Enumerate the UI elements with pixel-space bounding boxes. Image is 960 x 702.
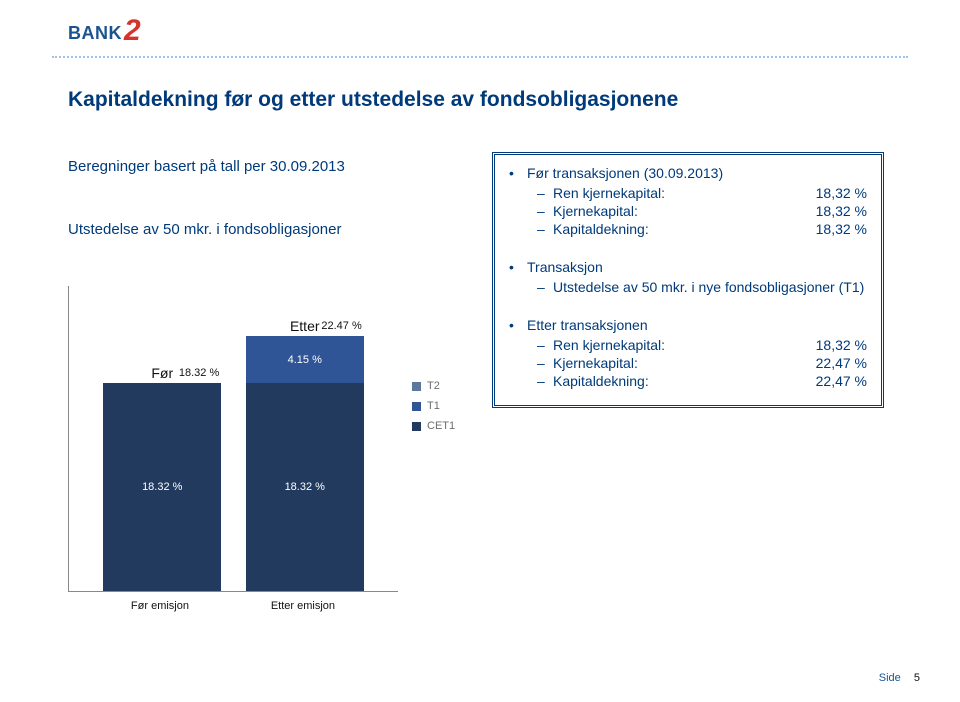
chart-bar-header: Før [151,365,173,381]
chart-axis-label: Før emisjon [131,600,189,612]
logo: BANK 2 [68,16,141,50]
chart-bar: Etter22.47 %4.15 %18.32 % [246,336,364,591]
legend-label: T1 [427,400,440,412]
info-section: Etter transaksjonenRen kjernekapital:18,… [509,317,867,389]
legend-swatch [412,382,421,391]
info-row-value: 18,32 % [816,337,867,353]
info-row-value: 22,47 % [816,355,867,371]
calc-basis-text: Beregninger basert på tall per 30.09.201… [68,158,450,175]
issuance-text: Utstedelse av 50 mkr. i fondsobligasjone… [68,221,450,238]
chart-bar: Før18.32 %18.32 % [103,383,221,591]
chart-bar-stack: 22.47 %4.15 %18.32 % [246,336,364,591]
legend-swatch [412,422,421,431]
chart-bar-header: Etter [290,318,320,334]
footer-page: 5 [914,672,920,684]
chart-axis-label: Etter emisjon [271,600,335,612]
right-column: Før transaksjonen (30.09.2013)Ren kjerne… [492,152,884,408]
logo-text-2: 2 [124,14,141,48]
info-row: Ren kjernekapital: 18,32 % [527,185,867,201]
info-row: Kjernekapital: 22,47 % [527,355,867,371]
info-row: Kapitaldekning: 18,32 % [527,221,867,237]
chart-plot-area: Før18.32 %18.32 %Etter22.47 %4.15 %18.32… [68,286,398,592]
info-row-label: Kjernekapital: [553,355,638,371]
info-row: Kjernekapital: 18,32 % [527,203,867,219]
info-row-value: 22,47 % [816,373,867,389]
chart: Før18.32 %18.32 %Etter22.47 %4.15 %18.32… [68,286,455,592]
info-row-value: 18,32 % [816,203,867,219]
divider [52,56,908,58]
info-row-label: Kjernekapital: [553,203,638,219]
info-row-value: 18,32 % [816,185,867,201]
chart-axis-labels: Før emisjon Etter emisjon [68,600,398,612]
info-row-value: 18,32 % [816,221,867,237]
legend-row: T2 [412,380,455,392]
info-row: Utstedelse av 50 mkr. i nye fondsobligas… [527,279,867,295]
chart-bar-segment: 18.32 % [103,383,221,591]
chart-bar-segment: 4.15 % [246,336,364,383]
legend-label: CET1 [427,420,455,432]
chart-bar-stack: 18.32 %18.32 % [103,383,221,591]
footer: Side 5 [879,672,920,684]
info-row-label: Ren kjernekapital: [553,185,665,201]
legend-swatch [412,402,421,411]
footer-side: Side [879,672,901,684]
info-box: Før transaksjonen (30.09.2013)Ren kjerne… [492,152,884,408]
info-row-label: Utstedelse av 50 mkr. i nye fondsobligas… [553,279,864,295]
legend-label: T2 [427,380,440,392]
chart-bar-segment: 18.32 % [246,383,364,591]
left-column: Beregninger basert på tall per 30.09.201… [68,158,450,238]
info-row: Kapitaldekning: 22,47 % [527,373,867,389]
logo-text-bank: BANK [68,23,122,44]
legend-row: T1 [412,400,455,412]
info-row-label: Kapitaldekning: [553,373,649,389]
info-row: Ren kjernekapital: 18,32 % [527,337,867,353]
chart-legend: T2 T1 CET1 [412,380,455,432]
legend-row: CET1 [412,420,455,432]
info-row-label: Ren kjernekapital: [553,337,665,353]
info-section: TransaksjonUtstedelse av 50 mkr. i nye f… [509,259,867,295]
chart-bar-total-label: 22.47 % [321,320,361,332]
info-row-label: Kapitaldekning: [553,221,649,237]
chart-bar-total-label: 18.32 % [179,367,219,379]
info-section: Før transaksjonen (30.09.2013)Ren kjerne… [509,165,867,237]
page-title: Kapitaldekning før og etter utstedelse a… [68,88,678,112]
